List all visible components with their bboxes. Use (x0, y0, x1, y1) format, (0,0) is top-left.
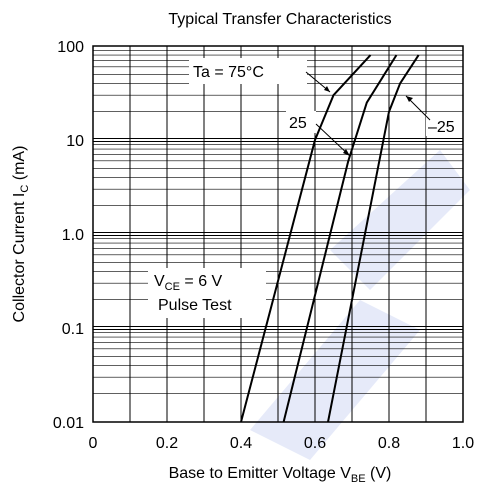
y-tick-label: 0.01 (53, 415, 84, 432)
x-tick-label: 0.2 (156, 435, 178, 452)
series-label-75: Ta = 75°C (193, 64, 264, 81)
conditions-bg (148, 268, 266, 318)
x-tick-label: 0.6 (304, 435, 326, 452)
y-axis-label: Collector Current IC (mA) (11, 146, 31, 323)
x-tick-label: 0.8 (378, 435, 400, 452)
x-tick-labels: 0 0.2 0.4 0.6 0.8 1.0 (89, 435, 475, 452)
x-tick-label: 0.4 (230, 435, 252, 452)
y-tick-label: 0.1 (62, 321, 84, 338)
watermark-logo (250, 150, 470, 460)
pulse-test-annotation: Pulse Test (158, 297, 232, 314)
curves (240, 54, 420, 423)
x-tick-label: 1.0 (452, 435, 474, 452)
label-m25-bg (426, 114, 462, 136)
label-25-bg (286, 111, 316, 133)
grid (93, 46, 463, 422)
series-line-1 (282, 54, 398, 423)
plot-frame (92, 45, 464, 423)
y-tick-labels: 0.01 0.1 1.0 10 100 (53, 39, 84, 432)
series-line-2 (327, 54, 420, 423)
y-tick-label: 10 (66, 133, 84, 150)
series-line-0 (240, 54, 372, 423)
series-label-minus25: –25 (428, 119, 455, 136)
series-label-25: 25 (289, 115, 307, 132)
chart-title: Typical Transfer Characteristics (168, 11, 391, 28)
leader-lines (305, 71, 431, 157)
y-tick-label: 100 (57, 39, 84, 56)
ta-label-bg (189, 58, 307, 84)
y-tick-label: 1.0 (62, 227, 84, 244)
vce-annotation: VCE = 6 V (154, 273, 223, 293)
x-tick-label: 0 (89, 435, 98, 452)
x-axis-label: Base to Emitter Voltage VBE (V) (169, 465, 392, 485)
